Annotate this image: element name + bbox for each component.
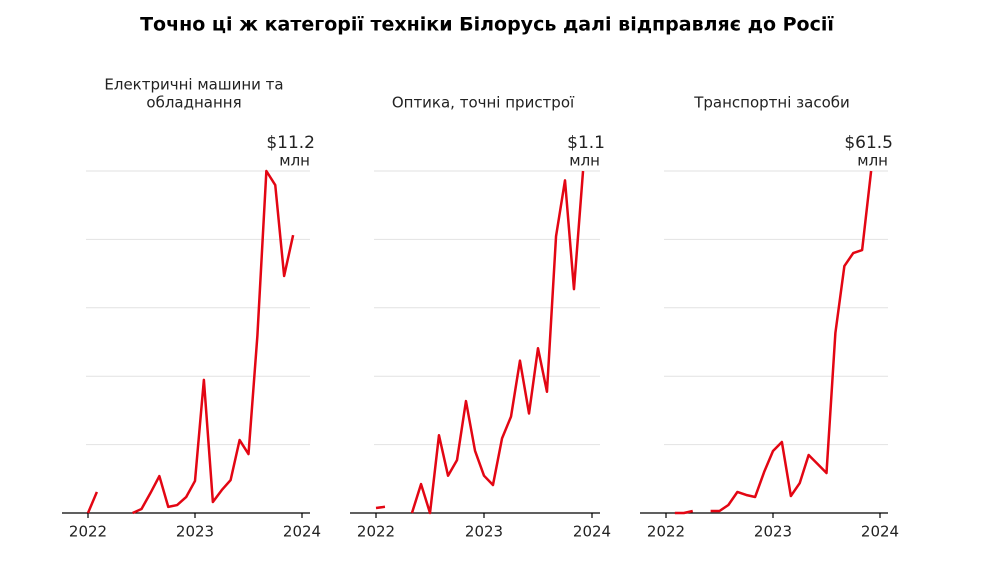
x-tick-label: 2022 xyxy=(647,523,685,541)
x-tick-label: 2024 xyxy=(283,523,321,541)
line xyxy=(86,491,99,514)
x-tick-label: 2022 xyxy=(69,523,107,541)
x-tick-label: 2024 xyxy=(573,523,611,541)
line xyxy=(410,170,585,515)
annotation: $61.5 xyxy=(844,133,893,153)
line xyxy=(710,170,873,513)
annotation: $1.1 xyxy=(567,133,605,153)
line xyxy=(132,169,295,515)
x-tick-label: 2023 xyxy=(176,523,214,541)
annotation-unit: млн xyxy=(569,152,600,170)
panel-title: Оптика, точні пристрої xyxy=(392,94,575,112)
x-tick-label: 2024 xyxy=(861,523,899,541)
panel-title: Транспортні засоби xyxy=(693,94,850,112)
x-tick-label: 2023 xyxy=(465,523,503,541)
panel-title: Електричні машини та xyxy=(104,76,283,94)
line xyxy=(674,509,694,515)
chart-title: Точно ці ж категорії техніки Білорусь да… xyxy=(140,14,834,36)
x-tick-label: 2022 xyxy=(357,523,395,541)
x-tick-label: 2023 xyxy=(754,523,792,541)
annotation-unit: млн xyxy=(279,152,310,170)
panel-title: обладнання xyxy=(146,94,241,112)
line xyxy=(375,505,386,510)
annotation-unit: млн xyxy=(857,152,888,170)
annotation: $11.2 xyxy=(266,133,315,153)
